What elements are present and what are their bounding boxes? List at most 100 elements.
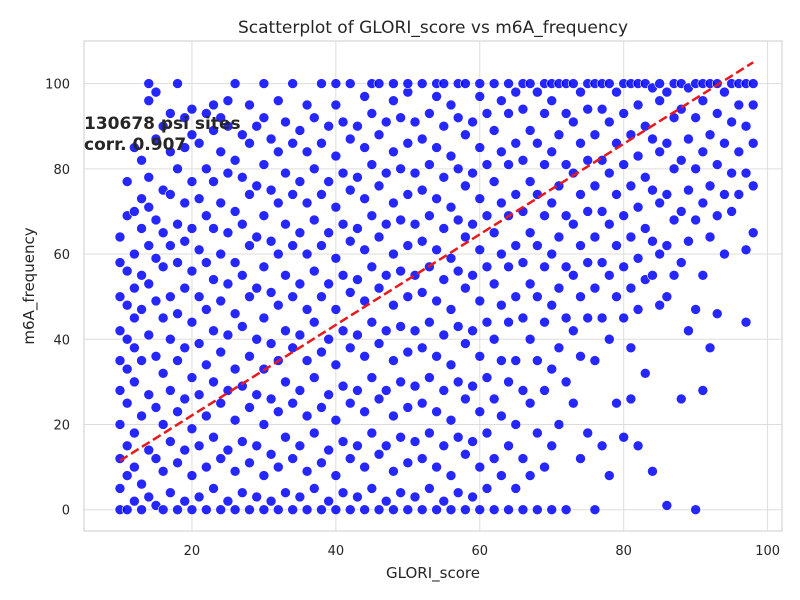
- data-point: [424, 159, 435, 170]
- data-point: [179, 342, 191, 354]
- data-point: [301, 504, 313, 515]
- data-point: [251, 180, 263, 192]
- data-point: [193, 244, 205, 256]
- data-point: [517, 103, 529, 115]
- data-point: [452, 431, 464, 443]
- data-point: [416, 133, 428, 145]
- data-point: [366, 483, 378, 494]
- data-point: [114, 419, 126, 430]
- data-point: [639, 368, 651, 379]
- data-point: [438, 385, 450, 396]
- data-point: [510, 240, 522, 251]
- data-point: [517, 385, 529, 396]
- data-point: [143, 95, 155, 106]
- data-point: [524, 333, 536, 345]
- data-point: [323, 389, 334, 400]
- data-point: [143, 240, 155, 251]
- data-point: [452, 265, 464, 277]
- fit-line: [119, 61, 754, 462]
- data-point: [265, 287, 277, 298]
- data-point: [424, 427, 435, 439]
- data-point: [380, 270, 392, 281]
- data-point: [711, 210, 723, 221]
- data-point: [452, 321, 464, 332]
- data-point: [496, 355, 507, 366]
- data-point: [287, 453, 298, 464]
- data-point: [747, 137, 759, 149]
- data-point: [265, 338, 277, 349]
- data-point: [114, 385, 126, 396]
- data-point: [517, 257, 529, 268]
- data-point: [388, 95, 399, 106]
- data-point: [366, 108, 378, 119]
- data-point: [424, 372, 435, 383]
- data-point: [186, 372, 198, 383]
- data-point: [172, 78, 183, 89]
- data-point: [352, 274, 363, 285]
- data-point: [445, 504, 457, 515]
- data-point: [560, 159, 572, 170]
- data-point: [237, 129, 248, 141]
- data-point: [395, 112, 406, 123]
- data-point: [229, 504, 241, 515]
- data-point: [272, 461, 284, 473]
- data-point: [402, 78, 414, 89]
- data-point: [172, 218, 183, 230]
- data-point: [467, 270, 478, 281]
- data-point: [150, 133, 162, 145]
- data-point: [553, 231, 565, 243]
- data-point: [165, 189, 176, 200]
- data-point: [323, 333, 334, 345]
- data-point: [632, 201, 644, 213]
- data-point: [258, 504, 270, 515]
- chart-title: Scatterplot of GLORI_score vs m6A_freque…: [238, 18, 628, 38]
- data-point: [582, 206, 594, 217]
- data-point: [474, 351, 486, 362]
- data-point: [150, 402, 162, 413]
- data-point: [452, 376, 464, 388]
- data-point: [121, 333, 133, 345]
- data-point: [258, 159, 270, 170]
- data-point: [431, 142, 442, 153]
- data-point: [373, 78, 385, 89]
- data-point: [208, 376, 219, 388]
- data-point: [157, 120, 169, 132]
- data-point: [186, 423, 198, 435]
- data-point: [467, 167, 478, 179]
- data-point: [747, 78, 759, 89]
- data-point: [546, 299, 558, 311]
- data-point: [316, 78, 327, 89]
- data-point: [539, 461, 550, 473]
- data-point: [467, 436, 478, 447]
- x-tick-label: 20: [184, 544, 201, 559]
- data-point: [244, 291, 255, 302]
- data-point: [697, 385, 709, 396]
- data-point: [129, 461, 140, 473]
- data-point: [481, 483, 493, 494]
- data-point: [323, 278, 334, 290]
- data-point: [510, 291, 522, 302]
- data-point: [452, 214, 464, 226]
- data-point: [143, 278, 155, 290]
- data-point: [510, 86, 522, 98]
- data-point: [532, 240, 543, 251]
- data-point: [294, 176, 306, 187]
- data-point: [416, 453, 428, 464]
- data-point: [438, 120, 450, 132]
- data-point: [136, 355, 147, 366]
- data-point: [431, 193, 442, 204]
- data-point: [632, 440, 644, 452]
- data-point: [287, 78, 298, 89]
- data-point: [409, 325, 421, 337]
- data-point: [287, 504, 298, 515]
- data-point: [402, 402, 414, 413]
- data-point: [582, 312, 594, 324]
- data-point: [352, 120, 363, 132]
- data-point: [596, 440, 608, 452]
- data-point: [575, 189, 586, 200]
- data-point: [445, 359, 457, 371]
- data-point: [352, 385, 363, 396]
- data-point: [395, 376, 406, 388]
- data-point: [647, 270, 658, 281]
- data-point: [431, 461, 442, 473]
